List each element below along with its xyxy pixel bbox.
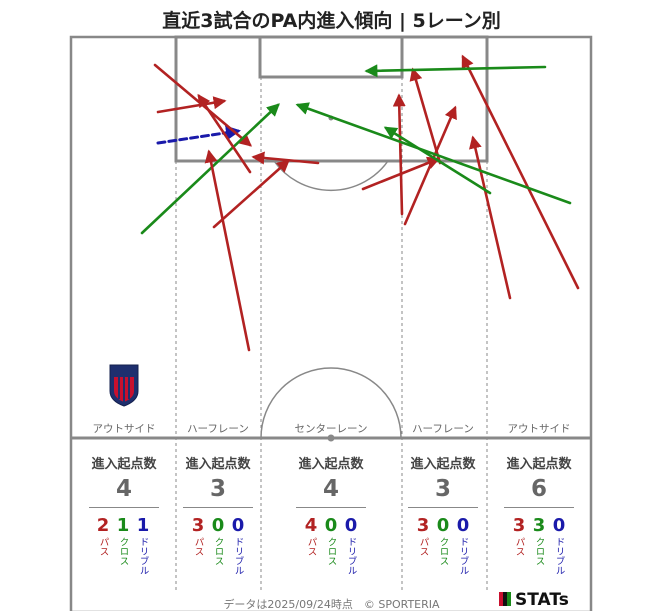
cross-count: 0 クロス: [324, 515, 338, 566]
stat-heading: 進入起点数: [185, 457, 251, 472]
pass-arrow: [197, 93, 252, 174]
cross-arrow: [364, 64, 547, 78]
dribble-count: 0 ドリブル: [231, 515, 245, 576]
cross-arrow: [140, 103, 280, 235]
stat-divider: [183, 507, 253, 508]
dribble-count: 1 ドリブル: [136, 515, 150, 576]
stat-total: 6: [530, 476, 547, 502]
stat-total: 4: [322, 476, 339, 502]
pass-count: 2 パス: [96, 515, 110, 557]
stat-divider: [296, 507, 366, 508]
stat-heading: 進入起点数: [410, 457, 476, 472]
cross-count: 0 クロス: [211, 515, 225, 566]
dribble-count: 0 ドリブル: [552, 515, 566, 576]
lane-label-right-halfspace: ハーフレーン: [412, 423, 474, 435]
dribble-count: 0 ドリブル: [344, 515, 358, 576]
lane-label-left-outside: アウトサイド: [92, 423, 156, 435]
entry-arrows: [140, 54, 580, 352]
stat-heading: 進入起点数: [298, 457, 364, 472]
brand-name: STATs: [515, 590, 569, 610]
pass-arrow: [403, 105, 457, 226]
pass-count: 4 パス: [304, 515, 318, 557]
lane-label-left-halfspace: ハーフレーン: [187, 423, 249, 435]
pass-count: 3 パス: [512, 515, 526, 557]
pass-arrow: [469, 135, 512, 300]
stat-total: 4: [115, 476, 132, 502]
stat-divider: [504, 507, 574, 508]
stat-heading: 進入起点数: [91, 457, 157, 472]
brand-logo: STATs: [499, 590, 569, 610]
cross-count: 1 クロス: [116, 515, 130, 566]
cross-arrow: [295, 102, 572, 205]
pass-count: 3 パス: [191, 515, 205, 557]
club-crest-icon: [109, 364, 139, 407]
footer-note: データは2025/09/24時点 © SPORTERIA: [223, 598, 440, 611]
cross-count: 0 クロス: [436, 515, 450, 566]
stat-total: 3: [209, 476, 226, 502]
pass-arrow: [212, 159, 290, 229]
pass-arrow: [156, 96, 227, 114]
stats-logo-icon: [499, 592, 511, 606]
dribble-count: 0 ドリブル: [456, 515, 470, 576]
stat-heading: 進入起点数: [506, 457, 572, 472]
lane-label-center: センターレーン: [294, 423, 368, 435]
pass-arrow: [392, 93, 406, 216]
chart-title: 直近3試合のPA内進入傾向 | 5レーン別: [162, 10, 501, 32]
stat-total: 3: [434, 476, 451, 502]
stat-divider: [408, 507, 478, 508]
pass-arrow: [204, 149, 251, 352]
pitch-lines: [69, 35, 593, 611]
pass-arrow: [251, 151, 320, 165]
pass-arrow: [461, 54, 580, 290]
cross-arrow: [383, 126, 492, 195]
pass-count: 3 パス: [416, 515, 430, 557]
stat-divider: [89, 507, 159, 508]
lane-label-right-outside: アウトサイド: [507, 423, 571, 435]
cross-count: 3 クロス: [532, 515, 546, 566]
pass-arrow: [409, 67, 442, 165]
